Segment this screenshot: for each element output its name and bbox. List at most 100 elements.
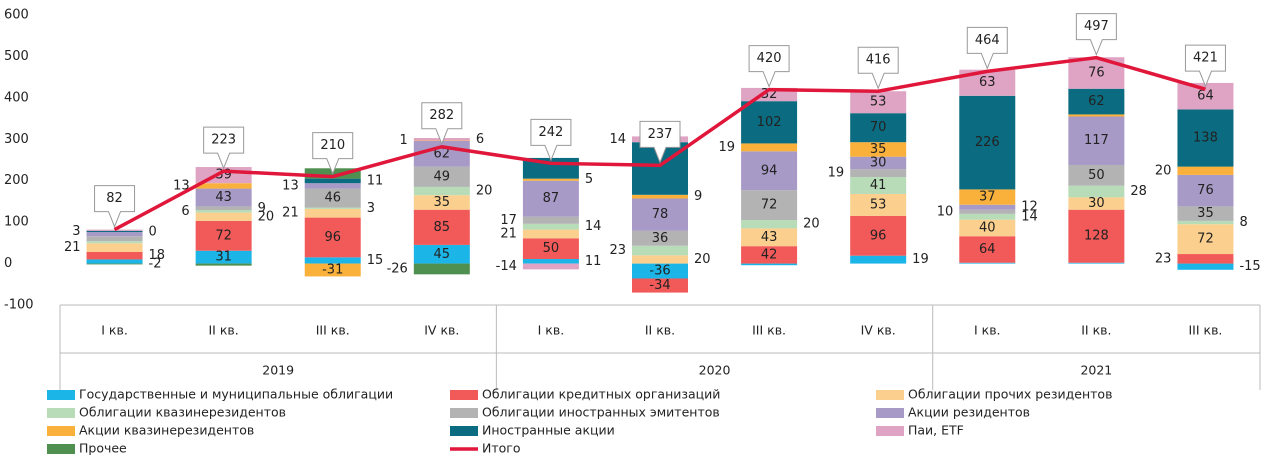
x-tick-label: III кв.	[752, 323, 786, 338]
callout-box	[639, 120, 681, 164]
total-label: 242	[538, 125, 563, 140]
x-tick-label: IV кв.	[861, 323, 896, 338]
data-label: 9	[258, 201, 266, 216]
x-tick-label: I кв.	[101, 323, 128, 338]
data-label: 13	[282, 178, 299, 193]
y-tick-label: 100	[4, 215, 29, 230]
bar-segment	[632, 278, 688, 293]
bar-segment	[304, 263, 361, 277]
data-label: -2	[149, 256, 162, 271]
data-label: 1	[400, 133, 408, 148]
bar-segment	[632, 230, 688, 246]
total-label: 223	[211, 133, 236, 148]
x-tick-label: III кв.	[316, 323, 350, 338]
bar-segment	[195, 210, 252, 213]
legend-swatch	[47, 408, 75, 418]
data-label: 43	[761, 230, 778, 245]
bar-segment	[959, 236, 1016, 263]
bar-segment	[1068, 185, 1125, 198]
total-label: 237	[648, 127, 673, 142]
data-label: 50	[543, 241, 560, 256]
bar-segment	[86, 251, 143, 260]
data-label: 62	[1088, 94, 1105, 109]
data-label: 78	[652, 207, 669, 222]
total-label: 416	[866, 53, 891, 68]
data-label: 35	[434, 195, 451, 210]
bar-segment	[304, 208, 361, 218]
data-label: 19	[828, 166, 845, 181]
legend-label: Иностранные акции	[482, 423, 615, 438]
bar-segment	[959, 95, 1016, 190]
bar-segment	[522, 229, 579, 239]
data-label: 64	[1197, 89, 1214, 104]
data-label: 43	[215, 190, 232, 205]
bar-segment	[86, 236, 143, 242]
bar-segment	[741, 190, 798, 221]
x-group-label: 2021	[1080, 363, 1112, 378]
data-label: 14	[585, 219, 602, 234]
bar-segment	[195, 183, 252, 189]
callout-box	[966, 26, 1008, 70]
bar-segment	[1068, 116, 1125, 165]
bar-segment	[1068, 164, 1125, 186]
data-label: 10	[937, 204, 954, 219]
x-group-label: 2020	[699, 363, 731, 378]
bar-segment	[959, 189, 1016, 205]
x-tick-label: II кв.	[209, 323, 239, 338]
bar-segment	[413, 166, 470, 187]
bar-segment	[959, 219, 1016, 237]
data-label: 0	[149, 225, 157, 240]
bar-segment	[522, 263, 579, 270]
data-label: 6	[181, 204, 189, 219]
total-label: 464	[975, 33, 1000, 48]
bar-segment	[522, 223, 579, 230]
callout-box	[530, 118, 572, 162]
legend-swatch	[876, 426, 904, 436]
x-tick-label: I кв.	[974, 323, 1001, 338]
bar-segment	[522, 238, 579, 260]
data-label: 85	[434, 220, 451, 235]
bar-segment	[86, 259, 143, 264]
legend-label: Акции резидентов	[908, 405, 1030, 420]
bar-segment	[850, 91, 907, 114]
legend-label: Облигации квазинерезидентов	[79, 405, 286, 420]
bar-segment	[959, 262, 1016, 264]
bar-segment	[959, 204, 1016, 210]
data-label: 117	[1084, 133, 1109, 148]
data-label: 41	[870, 178, 887, 193]
data-label: 35	[1197, 206, 1214, 221]
data-label: 42	[761, 247, 778, 262]
data-label: 23	[1155, 251, 1172, 266]
bar-segment	[413, 195, 470, 210]
bar-segment	[850, 169, 907, 177]
data-label: 70	[870, 120, 887, 135]
y-tick-label: 300	[4, 132, 29, 147]
x-tick-label: I кв.	[538, 323, 565, 338]
bar-segment	[522, 216, 579, 224]
data-label: -36	[649, 264, 670, 279]
legend-swatch	[47, 390, 75, 400]
data-label: 30	[870, 155, 887, 170]
callout-box	[94, 185, 136, 228]
data-label: 76	[1088, 66, 1105, 81]
bar-segment	[86, 241, 143, 244]
bar-segment	[413, 186, 470, 196]
callout-box	[1075, 13, 1117, 57]
bar-segment	[850, 215, 907, 256]
bar-segment	[1177, 109, 1234, 167]
bar-segment	[1068, 262, 1125, 264]
bar-segment	[1068, 197, 1125, 210]
callout-box	[312, 132, 354, 175]
legend-label: Итого	[482, 441, 521, 456]
callout-box	[203, 126, 245, 170]
data-label: 19	[912, 252, 929, 267]
data-label: -26	[387, 261, 408, 276]
bar-segment	[741, 151, 798, 191]
bar-segment	[632, 263, 688, 279]
bar-segment	[522, 180, 579, 217]
bar-segment	[1177, 224, 1234, 255]
y-tick-label: 0	[4, 256, 12, 271]
y-tick-label: -100	[4, 298, 34, 313]
